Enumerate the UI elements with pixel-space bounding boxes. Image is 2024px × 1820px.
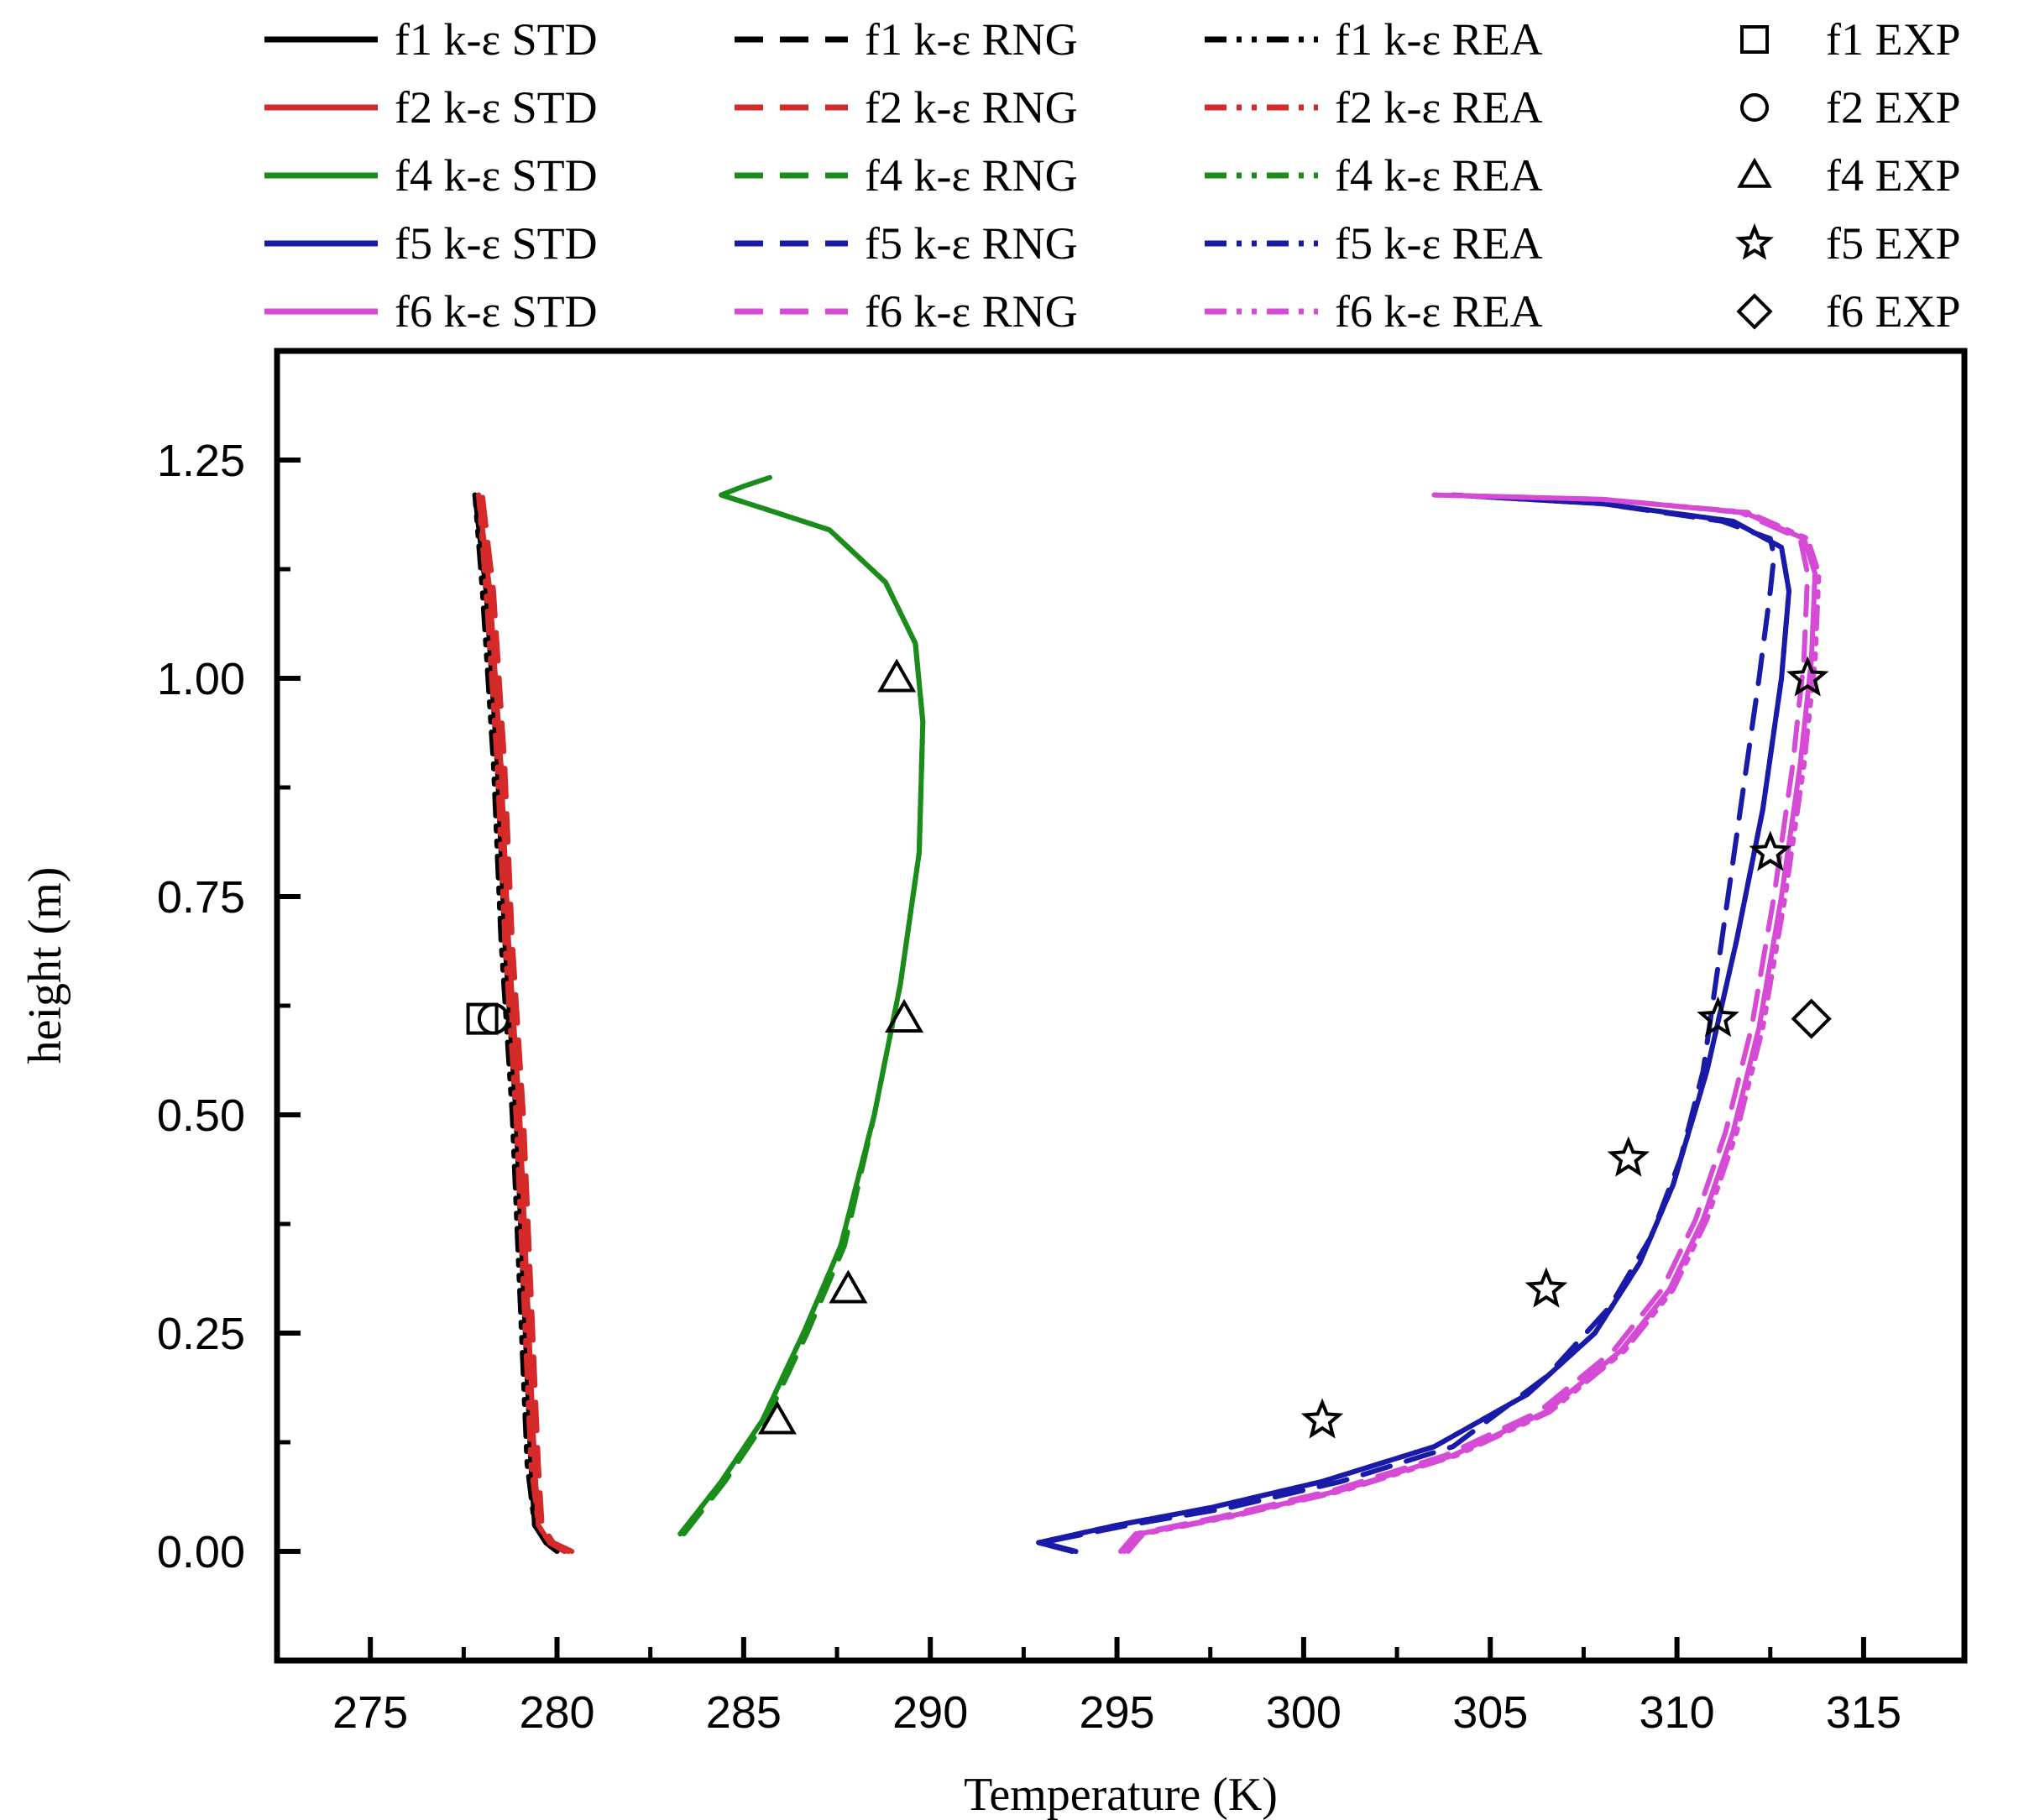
legend-label-f1-k-rea: f1 k-ε REA bbox=[1335, 14, 1543, 65]
exp-point-f4-exp-3 bbox=[877, 658, 917, 693]
exp-point-f4-exp-2 bbox=[885, 999, 924, 1033]
legend-entry-f2-k-rng: f2 k-ε RNG bbox=[735, 82, 1078, 133]
y-axis-title: height (m) bbox=[19, 867, 71, 1064]
exp-point-f6-exp-0 bbox=[1791, 998, 1832, 1039]
series-line-f2-k-std bbox=[476, 492, 571, 1554]
legend-entry-f4-k-rng: f4 k-ε RNG bbox=[735, 150, 1078, 201]
legend-entry-f5-k-rea: f5 k-ε REA bbox=[1205, 218, 1543, 269]
x-tick-label-3: 290 bbox=[892, 1687, 968, 1738]
legend-entry-f6-k-rea: f6 k-ε REA bbox=[1205, 286, 1543, 337]
x-tick-label-2: 285 bbox=[706, 1687, 782, 1738]
experimental-markers bbox=[466, 656, 1832, 1439]
series-layer bbox=[472, 474, 1822, 1554]
x-tick-label-4: 295 bbox=[1079, 1687, 1154, 1738]
legend-entry-f1-k-rng: f1 k-ε RNG bbox=[735, 14, 1078, 65]
y-tick-label-4: 1.00 bbox=[157, 654, 245, 704]
chart-legend: f1 k-ε STD f1 k-ε RNG f1 k-ε REA f1 EXP f2 k… bbox=[264, 14, 1961, 337]
legend-label-f1-exp: f1 EXP bbox=[1826, 14, 1961, 65]
y-tick-label-5: 1.25 bbox=[157, 436, 245, 486]
exp-point-f5-exp-5 bbox=[1786, 656, 1829, 697]
legend-label-f6-k-rea: f6 k-ε REA bbox=[1335, 286, 1543, 337]
legend-entry-f4-exp: f4 EXP bbox=[1737, 150, 1961, 201]
legend-marker-f2-exp bbox=[1740, 93, 1769, 122]
legend-label-f5-k-rea: f5 k-ε REA bbox=[1335, 218, 1543, 269]
legend-entry-f2-k-std: f2 k-ε STD bbox=[264, 82, 598, 133]
x-tick-label-5: 300 bbox=[1266, 1687, 1341, 1738]
legend-label-f6-exp: f6 EXP bbox=[1826, 286, 1961, 337]
legend-entry-f6-k-rng: f6 k-ε RNG bbox=[735, 286, 1078, 337]
legend-label-f2-exp: f2 EXP bbox=[1826, 82, 1961, 133]
series-line-f4-k-rea bbox=[677, 492, 926, 1537]
series-line-f5-k-rea bbox=[1036, 492, 1791, 1554]
x-tick-label-6: 305 bbox=[1452, 1687, 1528, 1738]
legend-entry-f1-exp: f1 EXP bbox=[1740, 14, 1961, 65]
exp-point-f5-exp-2 bbox=[1607, 1136, 1650, 1177]
legend-marker-f4-exp bbox=[1737, 157, 1772, 188]
legend-marker-f1-exp bbox=[1740, 25, 1769, 54]
series-line-f6-k-rng bbox=[1118, 496, 1811, 1554]
exp-point-f4-exp-1 bbox=[829, 1269, 868, 1304]
x-tick-label-8: 315 bbox=[1826, 1687, 1901, 1738]
axes-layer: 275 280 285 290 295 300 305 310 315 0.00 0.25 0.50 0… bbox=[157, 436, 1901, 1738]
legend-label-f4-k-rng: f4 k-ε RNG bbox=[865, 150, 1078, 201]
legend-label-f4-exp: f4 EXP bbox=[1826, 150, 1961, 201]
series-line-f2-k-rea bbox=[476, 492, 567, 1554]
exp-point-f5-exp-3 bbox=[1697, 996, 1739, 1038]
legend-label-f5-k-std: f5 k-ε STD bbox=[395, 218, 598, 269]
legend-label-f6-k-rng: f6 k-ε RNG bbox=[865, 286, 1078, 337]
series-line-f5-k-rng bbox=[1039, 501, 1777, 1554]
legend-entry-f6-k-std: f6 k-ε STD bbox=[264, 286, 598, 337]
legend-label-f5-k-rng: f5 k-ε RNG bbox=[865, 218, 1078, 269]
legend-entry-f2-exp: f2 EXP bbox=[1740, 82, 1961, 133]
legend-label-f2-k-std: f2 k-ε STD bbox=[395, 82, 598, 133]
legend-label-f5-exp: f5 EXP bbox=[1826, 218, 1961, 269]
legend-entry-f1-k-std: f1 k-ε STD bbox=[264, 14, 598, 65]
exp-point-f5-exp-0 bbox=[1300, 1398, 1344, 1439]
legend-entry-f5-exp: f5 EXP bbox=[1735, 218, 1961, 269]
series-line-f6-k-rea bbox=[1125, 492, 1822, 1554]
series-line-f2-k-rng bbox=[479, 492, 575, 1554]
x-tick-label-7: 310 bbox=[1640, 1687, 1715, 1738]
legend-entry-f4-k-rea: f4 k-ε REA bbox=[1205, 150, 1543, 201]
exp-point-f5-exp-1 bbox=[1525, 1267, 1568, 1308]
x-tick-label-1: 280 bbox=[519, 1687, 594, 1738]
y-tick-label-3: 0.75 bbox=[157, 872, 245, 923]
exp-point-f5-exp-4 bbox=[1749, 830, 1792, 871]
legend-entry-f1-k-rea: f1 k-ε REA bbox=[1205, 14, 1543, 65]
x-axis-title: Temperature (K) bbox=[964, 1769, 1278, 1820]
legend-label-f2-k-rea: f2 k-ε REA bbox=[1335, 82, 1543, 133]
y-tick-label-2: 0.50 bbox=[157, 1090, 245, 1141]
legend-marker-f6-exp bbox=[1736, 293, 1773, 330]
legend-entry-f5-k-std: f5 k-ε STD bbox=[264, 218, 598, 269]
exp-point-f1-exp-0 bbox=[466, 1002, 499, 1035]
legend-label-f1-k-std: f1 k-ε STD bbox=[395, 14, 598, 65]
exp-point-f2-exp-0 bbox=[477, 1002, 510, 1035]
legend-label-f2-k-rng: f2 k-ε RNG bbox=[865, 82, 1078, 133]
legend-label-f1-k-rng: f1 k-ε RNG bbox=[865, 14, 1078, 65]
legend-marker-f5-exp bbox=[1735, 222, 1774, 260]
legend-label-f4-k-rea: f4 k-ε REA bbox=[1335, 150, 1543, 201]
legend-entry-f6-exp: f6 EXP bbox=[1736, 286, 1961, 337]
legend-entry-f2-k-rea: f2 k-ε REA bbox=[1205, 82, 1543, 133]
series-line-f1-k-rea bbox=[472, 492, 560, 1554]
y-tick-label-0: 0.00 bbox=[157, 1527, 245, 1577]
exp-point-f4-exp-0 bbox=[757, 1400, 797, 1435]
legend-label-f4-k-std: f4 k-ε STD bbox=[395, 150, 598, 201]
legend-label-f6-k-std: f6 k-ε STD bbox=[395, 286, 598, 337]
legend-entry-f4-k-std: f4 k-ε STD bbox=[264, 150, 598, 201]
y-tick-label-1: 0.25 bbox=[157, 1309, 245, 1359]
legend-entry-f5-k-rng: f5 k-ε RNG bbox=[735, 218, 1078, 269]
x-tick-label-0: 275 bbox=[332, 1687, 408, 1738]
